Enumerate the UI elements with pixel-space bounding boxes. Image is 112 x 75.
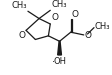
Text: O: O	[51, 13, 58, 22]
Polygon shape	[58, 41, 61, 55]
Text: O: O	[18, 31, 25, 40]
Text: CH₃: CH₃	[95, 22, 110, 31]
Text: ·: ·	[53, 57, 55, 67]
Text: O: O	[72, 10, 79, 19]
Text: CH₃: CH₃	[12, 1, 27, 10]
Text: OH: OH	[53, 57, 66, 66]
Text: CH₃: CH₃	[51, 0, 67, 9]
Text: O: O	[85, 31, 92, 40]
